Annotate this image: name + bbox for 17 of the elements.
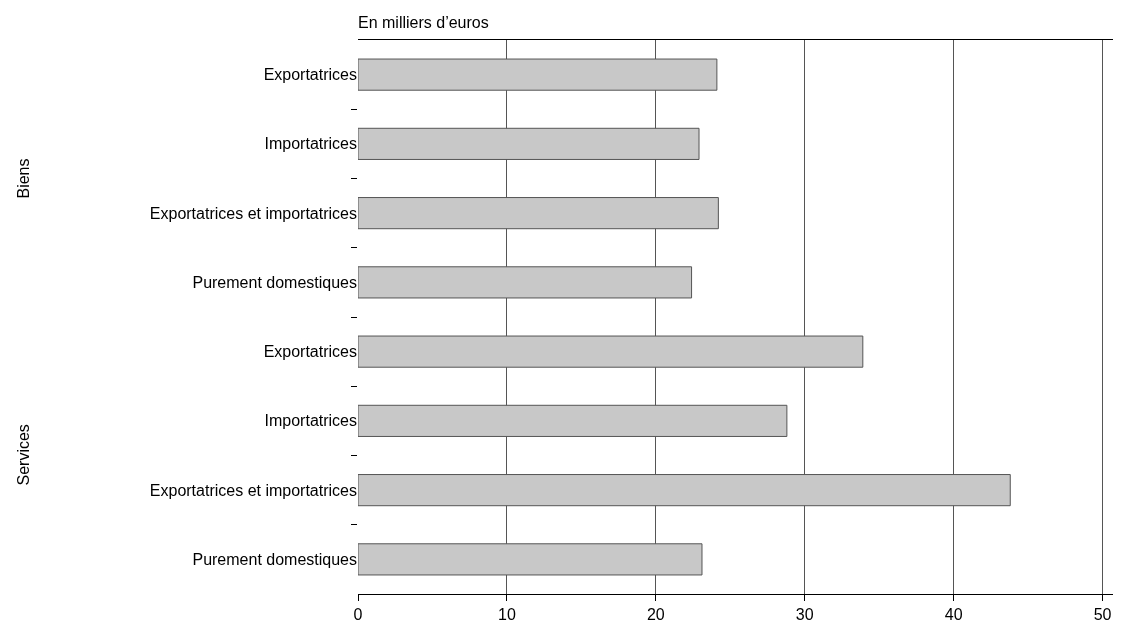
y-tick-label: Exportatrices xyxy=(263,66,357,84)
text: Services xyxy=(14,424,32,486)
x-tick-label: 30 xyxy=(795,606,814,624)
y-tick-label: Purement domestiques xyxy=(192,273,357,291)
text: Biens xyxy=(14,158,32,199)
x-tick-label: 20 xyxy=(646,606,665,624)
y-tick-label: Exportatrices et importatrices xyxy=(149,204,357,222)
x-tick-label: 40 xyxy=(944,606,963,624)
y-tick-label: Exportatrices xyxy=(263,343,357,361)
x-tick-label: 50 xyxy=(1093,606,1112,624)
y-tick-label: Exportatrices et importatrices xyxy=(149,481,357,499)
y-tick-label: Importatrices xyxy=(264,135,357,153)
y-tick-label: Importatrices xyxy=(264,412,357,430)
y-tick-label: Purement domestiques xyxy=(192,550,357,568)
x-tick-label: 0 xyxy=(353,606,363,624)
x-tick-label: 10 xyxy=(498,606,516,624)
chart-title: En milliers d’euros xyxy=(358,14,489,31)
